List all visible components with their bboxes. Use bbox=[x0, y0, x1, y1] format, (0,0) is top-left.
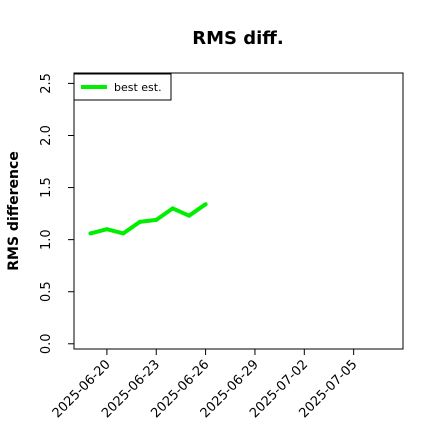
y-tick-label: 2.0 bbox=[39, 125, 54, 146]
plot-frame bbox=[73, 72, 404, 350]
y-tick-label: 1.0 bbox=[39, 229, 54, 250]
x-axis: 2025-06-202025-06-232025-06-262025-06-29… bbox=[50, 349, 360, 421]
series-line bbox=[90, 202, 207, 236]
y-tick-label: 0.0 bbox=[39, 333, 54, 354]
data-point bbox=[104, 227, 109, 232]
data-point bbox=[121, 231, 126, 236]
y-tick-label: 0.5 bbox=[39, 281, 54, 302]
legend-label: best est. bbox=[114, 81, 162, 94]
y-axis: 0.0 0.5 1.0 1.5 2.0 2.5 bbox=[39, 73, 74, 354]
legend: best est. bbox=[73, 73, 172, 101]
y-tick-label: 2.5 bbox=[39, 73, 54, 94]
data-point bbox=[137, 219, 142, 224]
y-axis-label: RMS difference bbox=[6, 151, 22, 271]
data-point bbox=[170, 206, 175, 211]
y-tick-label: 1.5 bbox=[39, 177, 54, 198]
chart-title: RMS diff. bbox=[192, 28, 283, 49]
data-point bbox=[88, 231, 93, 236]
series-layer bbox=[88, 202, 208, 236]
data-point bbox=[154, 217, 159, 222]
data-point bbox=[187, 213, 192, 218]
data-point bbox=[203, 202, 208, 207]
